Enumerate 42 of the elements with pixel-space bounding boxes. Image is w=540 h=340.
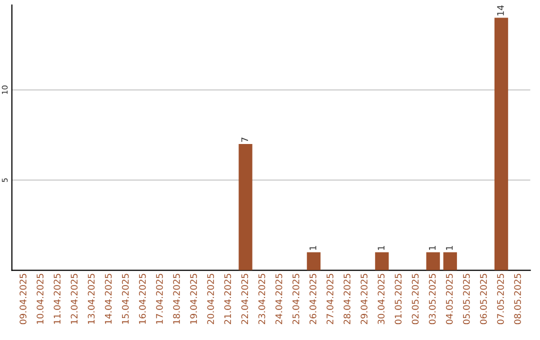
x-tick-label: 11.04.2025 [54, 274, 61, 324]
x-tick-label: 27.04.2025 [326, 274, 334, 324]
x-tick-label: 24.04.2025 [275, 274, 282, 324]
x-tick-label: 04.05.2025 [446, 274, 453, 324]
data-label: 14 [497, 5, 504, 16]
x-tick-label: 15.04.2025 [122, 274, 129, 324]
x-tick-label: 02.05.2025 [412, 274, 419, 324]
x-tick-label: 18.04.2025 [173, 274, 180, 324]
x-tick-label: 22.04.2025 [241, 274, 248, 324]
x-tick-label: 26.04.2025 [310, 274, 316, 324]
data-label: 7 [241, 138, 248, 142]
x-tick-label: 19.04.2025 [190, 274, 197, 324]
x-tick-label: 20.04.2025 [207, 274, 214, 324]
x-tick-label: 16.04.2025 [138, 274, 146, 324]
x-tick-label: 30.04.2025 [378, 274, 385, 324]
bar [375, 252, 389, 270]
bar [426, 252, 440, 270]
data-label: 1 [310, 246, 316, 250]
x-tick-label: 08.05.2025 [514, 274, 521, 324]
x-tick-label: 29.04.2025 [360, 274, 368, 324]
x-tick-label: 05.05.2025 [462, 274, 470, 324]
x-tick-label: 25.04.2025 [292, 274, 300, 324]
x-tick-label: 21.04.2025 [224, 274, 232, 324]
bar [306, 252, 321, 270]
x-tick-label: 07.05.2025 [497, 274, 504, 324]
data-label: 1 [446, 246, 453, 250]
x-tick-label: 14.04.2025 [104, 274, 112, 324]
bar [494, 18, 508, 270]
bar [443, 252, 457, 270]
x-tick-label: 01.05.2025 [394, 274, 402, 324]
x-tick-label: 10.04.2025 [36, 274, 44, 324]
x-tick-label: 17.04.2025 [156, 274, 163, 324]
x-tick-label: 23.04.2025 [258, 274, 266, 324]
x-tick-label: 28.04.2025 [344, 274, 350, 324]
x-tick-label: 09.04.2025 [20, 274, 26, 324]
x-tick-label: 13.04.2025 [88, 274, 95, 324]
data-label: 1 [378, 246, 384, 250]
x-tick-label: 06.05.2025 [480, 274, 487, 324]
x-tick-label: 03.05.2025 [428, 274, 436, 324]
bar [238, 144, 252, 270]
x-tick-label: 12.04.2025 [70, 274, 78, 324]
data-label: 1 [428, 246, 436, 250]
